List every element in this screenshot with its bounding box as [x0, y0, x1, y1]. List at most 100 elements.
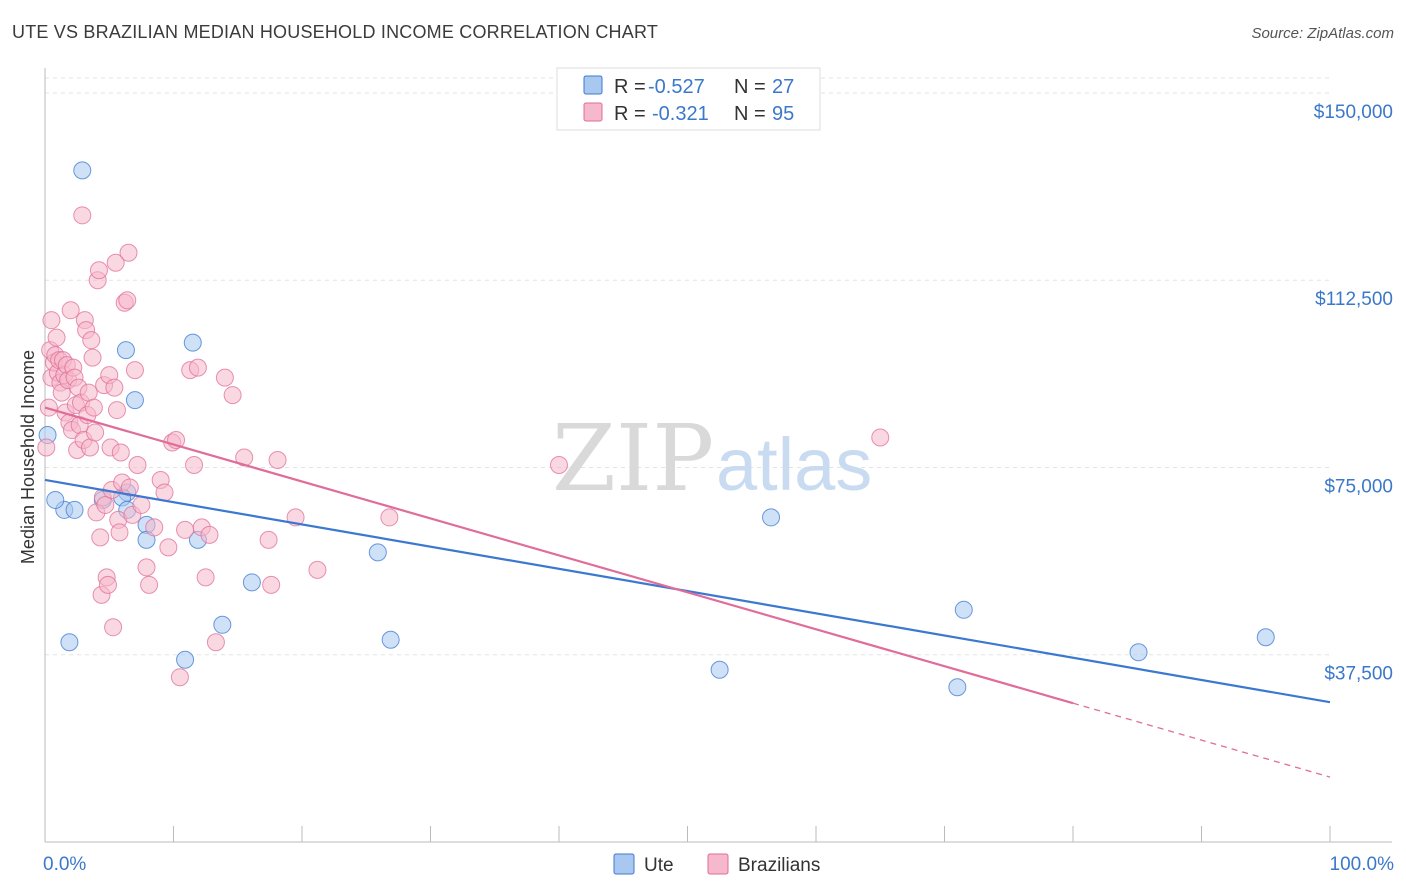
ute-point-21 — [948, 678, 967, 697]
ute-point-7 — [125, 391, 144, 410]
data-points — [37, 161, 1275, 697]
brazilian-point-36 — [84, 398, 103, 417]
brazilian-point-40 — [89, 261, 108, 280]
brazilian-point-88 — [262, 575, 281, 594]
y-tick-label-0: $37,500 — [1324, 664, 1393, 685]
bottom-legend-label-ute: Ute — [644, 855, 674, 876]
bottom-legend-swatch-brazilians — [707, 853, 729, 875]
ute-point-4 — [60, 633, 79, 652]
legend-r-label-brazilians: R = — [614, 103, 646, 125]
legend-r-label-ute: R = — [614, 76, 646, 98]
brazilian-point-93 — [550, 455, 568, 474]
brazilian-point-79 — [188, 358, 207, 377]
brazilian-point-60 — [118, 291, 137, 310]
brazilian-point-66 — [132, 495, 151, 514]
brazilian-point-61 — [119, 243, 138, 262]
brazilian-point-65 — [128, 455, 147, 474]
legend-top: R = -0.527 N = 27 R = -0.321 N = 95 — [556, 67, 821, 131]
ute-point-24 — [1256, 628, 1275, 647]
ute-point-25 — [46, 490, 65, 509]
ute-point-19 — [710, 660, 729, 679]
brazilian-point-51 — [104, 618, 123, 637]
x-tick-label-1: 100.0% — [1330, 854, 1395, 875]
brazilian-point-54 — [107, 401, 126, 420]
legend-r-value-ute: -0.527 — [648, 76, 705, 98]
brazilian-point-4 — [42, 311, 61, 330]
brazilian-point-18 — [61, 301, 80, 320]
brazilian-trend-line-extension — [1072, 702, 1331, 778]
brazilian-point-78 — [185, 455, 204, 474]
ute-point-12 — [183, 333, 202, 352]
brazilian-point-62 — [120, 478, 139, 497]
brazilian-point-92 — [380, 508, 399, 527]
brazilian-point-56 — [110, 523, 129, 542]
brazilian-trend-line — [44, 406, 1074, 705]
brazilian-point-82 — [200, 525, 219, 544]
watermark: ZIP atlas — [552, 405, 872, 512]
brazilian-point-76 — [176, 520, 195, 539]
ute-point-14 — [176, 650, 195, 669]
y-tick-label-2: $112,500 — [1315, 289, 1393, 310]
brazilian-point-57 — [111, 443, 130, 462]
y-axis-label: Median Household Income — [18, 350, 38, 564]
ute-point-16 — [242, 573, 261, 592]
legend-swatch-ute — [583, 75, 603, 95]
ute-point-20 — [762, 508, 781, 527]
brazilian-point-52 — [105, 378, 124, 397]
brazilian-point-72 — [159, 538, 178, 557]
brazilian-point-86 — [235, 448, 254, 467]
brazilian-point-89 — [268, 451, 287, 469]
brazilian-point-84 — [215, 368, 234, 387]
watermark-atlas: atlas — [716, 423, 872, 506]
brazilian-point-37 — [86, 423, 105, 442]
brazilian-point-64 — [125, 361, 144, 380]
legend-n-value-brazilians: 95 — [772, 103, 794, 125]
legend-bottom: Ute Brazilians — [613, 853, 820, 876]
watermark-zip: ZIP — [552, 405, 714, 512]
brazilian-point-47 — [98, 575, 117, 594]
brazilian-point-35 — [83, 348, 102, 367]
ute-point-23 — [1129, 643, 1148, 662]
brazilian-point-41 — [91, 528, 110, 547]
y-tick-labels: $37,500 $75,000 $112,500 $150,000 — [1314, 102, 1393, 685]
brazilian-point-69 — [145, 518, 164, 537]
y-tick-label-1: $75,000 — [1324, 476, 1393, 497]
brazilian-point-94 — [871, 428, 890, 447]
y-tick-label-3: $150,000 — [1314, 102, 1393, 123]
legend-n-value-ute: 27 — [772, 76, 794, 98]
brazilian-point-75 — [170, 668, 189, 687]
brazilian-point-85 — [223, 386, 242, 405]
x-tick-label-0: 0.0% — [43, 854, 86, 875]
brazilian-point-83 — [206, 633, 225, 652]
legend-r-value-brazilians: -0.321 — [652, 103, 709, 125]
brazilian-point-45 — [96, 495, 115, 514]
ute-point-22 — [954, 600, 973, 619]
chart-source: Source: ZipAtlas.com — [1251, 25, 1394, 42]
bottom-legend-label-brazilians: Brazilians — [738, 855, 820, 876]
brazilian-point-7 — [47, 328, 66, 347]
trend-lines — [44, 406, 1331, 778]
brazilian-point-32 — [79, 383, 98, 402]
brazilian-point-67 — [137, 558, 156, 577]
legend-n-label-ute: N = — [734, 76, 766, 98]
brazilian-point-0 — [37, 438, 56, 457]
brazilian-point-71 — [155, 483, 174, 502]
brazilian-point-34 — [82, 331, 101, 350]
brazilian-point-27 — [73, 206, 92, 225]
ute-point-17 — [368, 543, 387, 562]
legend-swatch-brazilians — [583, 102, 603, 122]
chart-title: UTE VS BRAZILIAN MEDIAN HOUSEHOLD INCOME… — [12, 22, 659, 42]
brazilian-point-81 — [196, 568, 215, 587]
ute-trend-line — [44, 478, 1331, 704]
ute-point-3 — [73, 161, 92, 180]
brazilian-point-87 — [259, 530, 278, 549]
brazilian-point-53 — [106, 253, 125, 272]
x-tick-labels: 0.0% 100.0% — [43, 854, 1394, 875]
brazilian-point-33 — [80, 438, 99, 457]
legend-n-label-brazilians: N = — [734, 103, 766, 125]
ute-point-2 — [65, 500, 84, 519]
ute-point-5 — [116, 341, 135, 360]
brazilian-point-91 — [308, 560, 327, 579]
ute-point-15 — [213, 615, 232, 634]
